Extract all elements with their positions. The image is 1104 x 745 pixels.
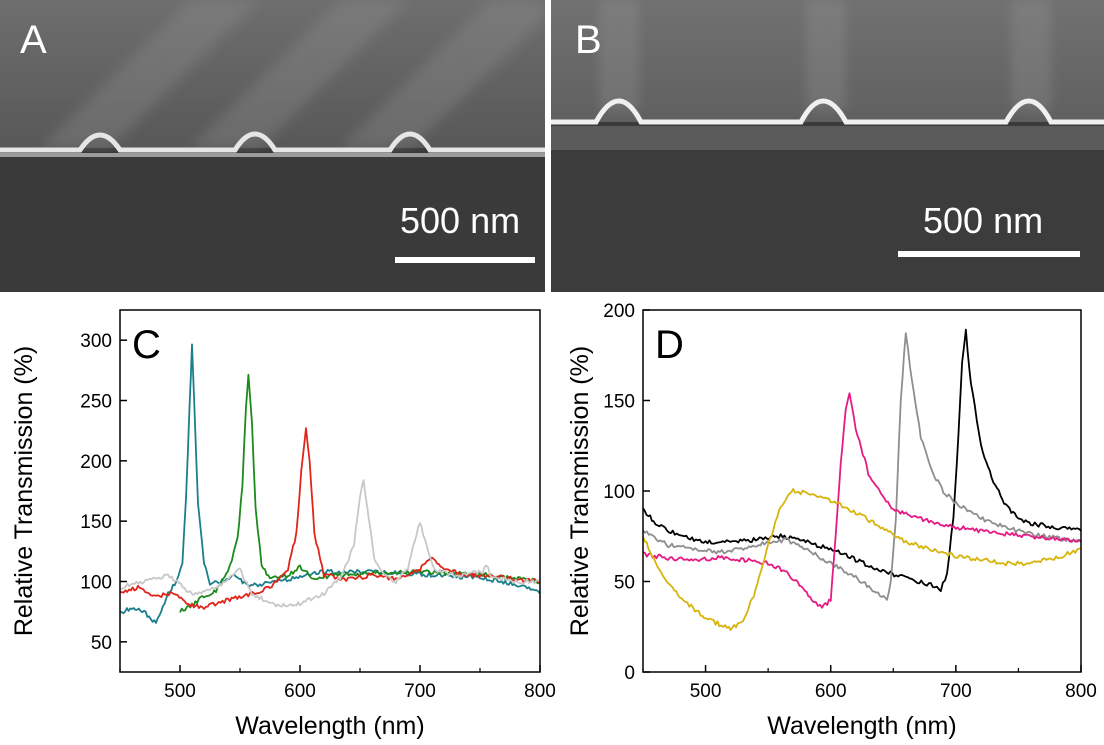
chart-c-xtick-label: 700 bbox=[404, 681, 436, 702]
chart-d-ytick-label: 50 bbox=[614, 573, 635, 594]
sem-micrograph-a bbox=[0, 0, 545, 292]
chart-d-ytick-label: 0 bbox=[624, 663, 635, 684]
chart-d-xtick-label: 700 bbox=[940, 681, 972, 702]
sem-image-panel-a: A 500 nm bbox=[0, 0, 545, 292]
chart-d-series-2 bbox=[642, 332, 1082, 601]
chart-c-panel-label: C bbox=[132, 323, 161, 367]
chart-c-ytick-label: 150 bbox=[80, 512, 112, 533]
chart-c-xlabel: Wavelength (nm) bbox=[235, 712, 424, 740]
scale-bar-label-b: 500 nm bbox=[923, 200, 1044, 241]
chart-d-panel-label: D bbox=[655, 323, 684, 367]
chart-c: 500 600 700 800 50 100 150 200 250 300 Wavelength … bbox=[10, 309, 556, 740]
chart-c-xtick-label: 500 bbox=[164, 681, 196, 702]
chart-c-ytick-label: 300 bbox=[80, 331, 112, 352]
spectra-figure: 500 600 700 80050100150200250300Wavelength … bbox=[10, 301, 1097, 740]
chart-c-ytick-label: 250 bbox=[80, 392, 112, 413]
scale-bar-label-a: 500 nm bbox=[400, 200, 521, 241]
chart-d: 500 600 700 800 0 50 100 150 200 Wavelength (nm) R… bbox=[566, 301, 1097, 740]
chart-d-series-3 bbox=[642, 392, 1082, 609]
chart-d-xtick-label: 600 bbox=[815, 681, 847, 702]
panel-label-a: A bbox=[20, 18, 47, 62]
chart-d-ylabel: Relative Transmission (%) bbox=[566, 346, 594, 636]
chart-c-ylabel: Relative Transmission (%) bbox=[10, 346, 38, 636]
chart-d-series-4 bbox=[642, 488, 1082, 631]
chart-d-xtick-label: 800 bbox=[1065, 681, 1097, 702]
chart-d-series-1 bbox=[642, 328, 1082, 593]
chart-c-ytick-label: 100 bbox=[80, 573, 112, 594]
chart-c-series-3 bbox=[119, 427, 541, 610]
chart-d-ytick-label: 200 bbox=[603, 301, 635, 322]
chart-c-ytick-label: 200 bbox=[80, 452, 112, 473]
chart-d-xtick-label: 500 bbox=[690, 681, 722, 702]
scale-bar-a bbox=[395, 257, 535, 263]
chart-c-series-2 bbox=[179, 373, 541, 613]
chart-c-xtick-label: 800 bbox=[524, 681, 556, 702]
sem-micrograph-b bbox=[551, 0, 1104, 292]
chart-c-xtick-label: 600 bbox=[284, 681, 316, 702]
chart-c-series-4 bbox=[119, 479, 541, 608]
sem-image-panel-b: B 500 nm bbox=[551, 0, 1104, 292]
scale-bar-b bbox=[898, 251, 1080, 257]
chart-d-frame bbox=[642, 309, 1082, 673]
chart-d-ytick-label: 150 bbox=[603, 392, 635, 413]
chart-c-series-1 bbox=[120, 343, 541, 624]
panel-label-b: B bbox=[575, 18, 602, 62]
chart-d-ytick-label: 100 bbox=[603, 482, 635, 503]
chart-c-frame bbox=[119, 309, 541, 673]
chart-d-xlabel: Wavelength (nm) bbox=[767, 712, 956, 740]
chart-c-ytick-label: 50 bbox=[91, 633, 112, 654]
